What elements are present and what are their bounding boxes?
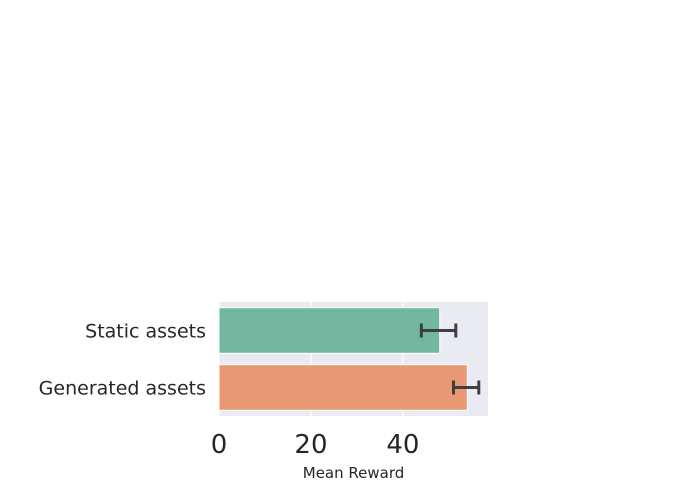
x-tick-label: 20 xyxy=(294,430,327,460)
bar xyxy=(218,364,468,411)
x-tick-label: 0 xyxy=(211,430,228,460)
error-bars xyxy=(419,323,481,395)
x-axis-title: Mean Reward xyxy=(303,464,405,482)
x-tick-label: 40 xyxy=(386,430,419,460)
category-label: Static assets xyxy=(85,321,206,343)
category-label: Generated assets xyxy=(39,378,206,400)
bar xyxy=(218,307,441,354)
category-labels: Static assets Generated assets xyxy=(39,321,206,400)
error-bar xyxy=(452,380,481,395)
x-tick-labels: 0 20 40 xyxy=(211,430,420,460)
error-bar xyxy=(419,323,458,338)
